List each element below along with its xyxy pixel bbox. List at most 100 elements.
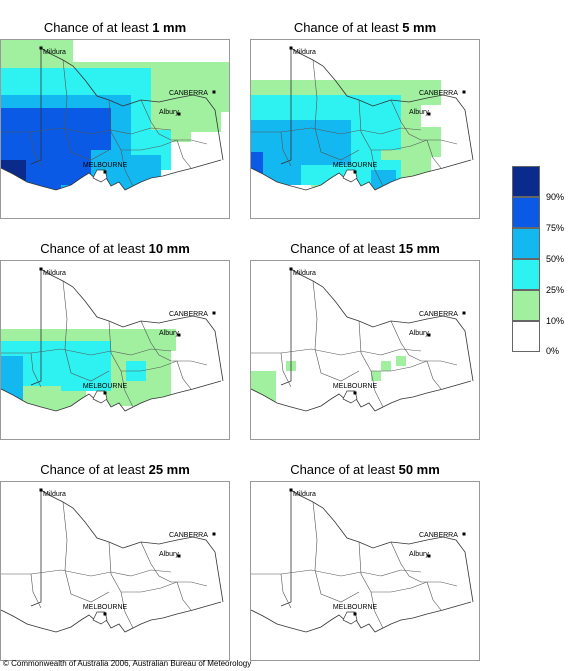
probability-cell (381, 361, 391, 371)
legend-label-25: 25% (546, 285, 565, 295)
sea-area (251, 381, 479, 439)
state-border-nsw (40, 268, 224, 382)
sea-area (251, 602, 479, 660)
coastline (251, 601, 472, 633)
albury-label: Albury (409, 330, 429, 337)
map-10mm: Mildura CANBERRA Albury MELBOURNE (0, 260, 230, 440)
district-border (140, 99, 208, 145)
state-border-nsw (40, 489, 224, 603)
district-border (108, 541, 178, 593)
melbourne-label: MELBOURNE (333, 604, 378, 611)
probability-cell (1, 40, 73, 62)
district-border (426, 360, 442, 390)
district-border (370, 591, 384, 629)
melbourne-label: MELBOURNE (83, 162, 128, 169)
district-border (312, 280, 360, 382)
district-border (120, 370, 134, 408)
district-border (120, 149, 134, 187)
albury-marker (177, 112, 181, 116)
mildura-label: Mildura (43, 491, 66, 498)
district-border (30, 352, 42, 388)
state-border-nsw (290, 489, 474, 603)
panel-title-15mm: Chance of at least 15 mm (290, 241, 440, 256)
probability-cell (396, 356, 406, 366)
state-border-nsw (40, 47, 224, 161)
mildura-marker (289, 46, 293, 50)
district-border (390, 541, 458, 587)
district-border (390, 320, 458, 366)
district-border (30, 131, 42, 167)
legend-label-90: 90% (546, 192, 565, 202)
district-border (426, 139, 442, 169)
legend-swatch-50 (512, 228, 540, 259)
legend-swatch-75 (512, 197, 540, 228)
melbourne-marker (103, 612, 107, 616)
mildura-label: Mildura (43, 49, 66, 56)
district-border (312, 501, 360, 603)
canberra-marker (212, 311, 216, 315)
legend-swatch-0 (512, 321, 540, 352)
district-border (280, 352, 292, 388)
canberra-label: CANBERRA (419, 532, 458, 539)
district-border (426, 581, 442, 611)
map-25mm: Mildura CANBERRA Albury MELBOURNE (0, 481, 230, 661)
district-border (62, 280, 110, 382)
panel-title-25mm: Chance of at least 25 mm (40, 462, 190, 477)
district-border (1, 127, 172, 135)
canberra-marker (462, 532, 466, 536)
panel-title-10mm: Chance of at least 10 mm (40, 241, 190, 256)
district-border (370, 149, 384, 187)
panel-title-50mm: Chance of at least 50 mm (290, 462, 440, 477)
district-border (1, 569, 172, 577)
legend-swatch-10 (512, 290, 540, 321)
albury-marker (177, 554, 181, 558)
canberra-label: CANBERRA (169, 532, 208, 539)
albury-label: Albury (409, 109, 429, 116)
canberra-marker (212, 90, 216, 94)
district-border (176, 581, 192, 611)
district-border (251, 348, 422, 356)
albury-label: Albury (409, 551, 429, 558)
mildura-label: Mildura (293, 491, 316, 498)
sea-area (1, 602, 229, 660)
map-15mm: Mildura CANBERRA Albury MELBOURNE (250, 260, 480, 440)
melbourne-marker (353, 612, 357, 616)
district-border (120, 591, 134, 629)
sea-area (251, 160, 479, 218)
canberra-label: CANBERRA (419, 311, 458, 318)
coastline (251, 159, 472, 191)
sea-area (1, 160, 229, 218)
mildura-label: Mildura (293, 270, 316, 277)
state-border-sa (280, 490, 292, 607)
albury-label: Albury (159, 109, 179, 116)
state-border-nsw (290, 47, 474, 161)
probability-cell (1, 356, 23, 401)
state-border-sa (30, 490, 42, 607)
map-5mm: Mildura CANBERRA Albury MELBOURNE (250, 39, 480, 219)
mildura-marker (289, 488, 293, 492)
sea-area (1, 381, 229, 439)
district-border (30, 573, 42, 609)
melbourne-marker (353, 391, 357, 395)
state-border-sa (30, 269, 42, 386)
district-border (108, 320, 178, 372)
albury-marker (177, 333, 181, 337)
copyright-notice: © Commonwealth of Australia 2006, Austra… (3, 659, 252, 668)
district-border (358, 320, 428, 372)
district-border (62, 501, 110, 603)
district-border (370, 370, 384, 408)
canberra-label: CANBERRA (169, 311, 208, 318)
district-border (140, 320, 208, 366)
probability-cell (1, 108, 111, 150)
state-border-sa (280, 269, 292, 386)
melbourne-marker (103, 391, 107, 395)
melbourne-marker (103, 170, 107, 174)
mildura-marker (289, 267, 293, 271)
albury-marker (427, 112, 431, 116)
melbourne-marker (353, 170, 357, 174)
legend-label-75: 75% (546, 223, 565, 233)
district-border (390, 99, 458, 145)
legend-swatch-90 (512, 166, 540, 197)
probability-cell (211, 62, 219, 72)
district-border (358, 541, 428, 593)
